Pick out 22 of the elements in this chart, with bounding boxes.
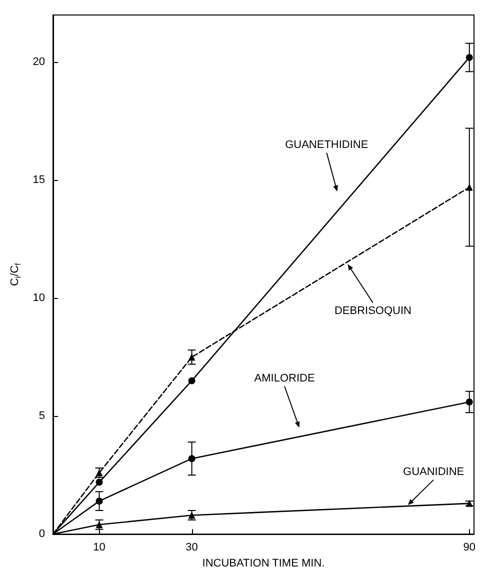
y-tick-label: 15 [32, 174, 45, 186]
x-axis-title: INCUBATION TIME MIN. [202, 558, 325, 570]
y-tick-label: 10 [32, 292, 45, 304]
y-tick-label: 0 [38, 528, 45, 540]
series-label: GUANETHIDINE [285, 138, 368, 151]
point [96, 478, 103, 486]
x-tick-label: 30 [186, 542, 198, 554]
point [188, 455, 196, 462]
text: DEBRISOQUIN [334, 304, 412, 317]
text: GUANIDINE [403, 466, 464, 478]
x-tick-label: 90 [463, 542, 476, 554]
x-tick-label: 10 [93, 542, 106, 554]
point [466, 398, 473, 406]
point [466, 54, 473, 61]
y-tick-label: 5 [38, 410, 45, 422]
point [188, 354, 196, 361]
point [96, 498, 103, 505]
point [188, 377, 196, 384]
point [466, 184, 473, 191]
y-tick-label: 20 [32, 56, 45, 68]
text: AMILORIDE [254, 372, 315, 384]
y-axis-title: Ci/Cf [8, 262, 22, 286]
